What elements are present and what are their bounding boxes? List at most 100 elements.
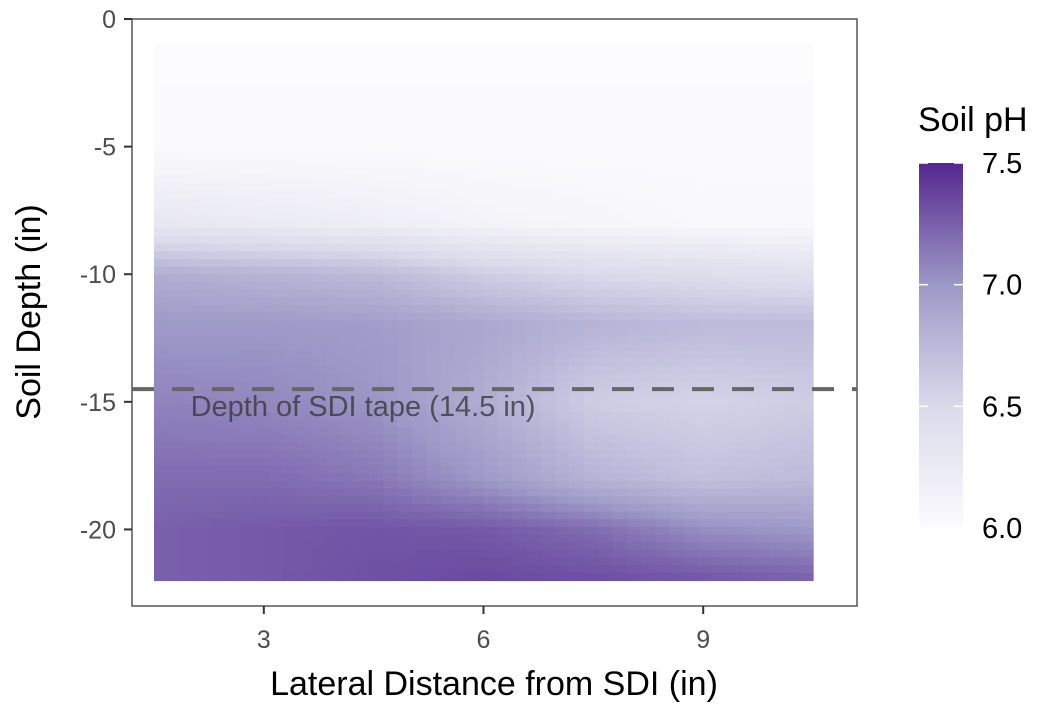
heatmap-cell bbox=[569, 98, 585, 107]
heatmap-cell bbox=[196, 488, 212, 497]
heatmap-cell bbox=[497, 389, 513, 398]
heatmap-cell bbox=[612, 228, 628, 237]
heatmap-cell bbox=[411, 243, 427, 252]
heatmap-cell bbox=[383, 121, 399, 130]
heatmap-cell bbox=[254, 258, 270, 268]
heatmap-cell bbox=[153, 381, 169, 390]
heatmap-cell bbox=[196, 312, 212, 321]
heatmap-cell bbox=[311, 67, 327, 76]
heatmap-cell bbox=[168, 496, 184, 505]
heatmap-cell bbox=[569, 572, 585, 582]
heatmap-cell bbox=[669, 274, 685, 283]
heatmap-cell bbox=[469, 320, 485, 329]
heatmap-cell bbox=[440, 503, 456, 513]
heatmap-cell bbox=[354, 389, 370, 398]
heatmap-cell bbox=[655, 205, 671, 214]
heatmap-cell bbox=[698, 220, 714, 229]
heatmap-cell bbox=[211, 212, 227, 222]
heatmap-cell bbox=[440, 419, 456, 428]
heatmap-cell bbox=[168, 358, 184, 367]
heatmap-cell bbox=[483, 90, 499, 99]
heatmap-cell bbox=[727, 297, 743, 306]
heatmap-cell bbox=[368, 358, 384, 367]
heatmap-cell bbox=[741, 182, 757, 191]
heatmap-cell bbox=[598, 373, 614, 383]
heatmap-cell bbox=[268, 465, 284, 474]
heatmap-cell bbox=[411, 488, 427, 497]
heatmap-cell bbox=[755, 258, 771, 268]
heatmap-cell bbox=[311, 312, 327, 321]
heatmap-cell bbox=[569, 450, 585, 459]
heatmap-cell bbox=[669, 289, 685, 298]
heatmap-cell bbox=[669, 128, 685, 137]
heatmap-cell bbox=[741, 389, 757, 398]
heatmap-cell bbox=[555, 488, 571, 497]
heatmap-cell bbox=[755, 435, 771, 444]
heatmap-cell bbox=[669, 59, 685, 69]
heatmap-cell bbox=[469, 511, 485, 520]
heatmap-cell bbox=[483, 274, 499, 283]
heatmap-cell bbox=[526, 503, 542, 513]
heatmap-cell bbox=[712, 289, 728, 298]
heatmap-cell bbox=[698, 412, 714, 421]
heatmap-cell bbox=[569, 174, 585, 183]
heatmap-cell bbox=[168, 128, 184, 137]
heatmap-cell bbox=[770, 350, 786, 360]
heatmap-cell bbox=[225, 212, 241, 222]
heatmap-cell bbox=[770, 266, 786, 275]
legend-title: Soil pH bbox=[918, 101, 1028, 139]
heatmap-cell bbox=[712, 358, 728, 367]
heatmap-cell bbox=[383, 266, 399, 275]
heatmap-cell bbox=[612, 320, 628, 329]
heatmap-cell bbox=[440, 465, 456, 474]
heatmap-cell bbox=[340, 572, 356, 582]
heatmap-cell bbox=[397, 228, 413, 237]
heatmap-cell bbox=[626, 75, 642, 84]
heatmap-cell bbox=[526, 304, 542, 314]
heatmap-cell bbox=[153, 496, 169, 505]
heatmap-cell bbox=[540, 190, 556, 199]
heatmap-cell bbox=[469, 404, 485, 413]
heatmap-cell bbox=[641, 427, 657, 436]
heatmap-cell bbox=[311, 480, 327, 490]
heatmap-cell bbox=[368, 312, 384, 321]
heatmap-cell bbox=[225, 304, 241, 314]
heatmap-cell bbox=[254, 205, 270, 214]
heatmap-cell bbox=[626, 534, 642, 543]
heatmap-cell bbox=[641, 381, 657, 390]
heatmap-cell bbox=[411, 412, 427, 421]
heatmap-cell bbox=[798, 549, 814, 559]
heatmap-cell bbox=[798, 542, 814, 551]
heatmap-cell bbox=[340, 304, 356, 314]
heatmap-cell bbox=[282, 98, 298, 107]
heatmap-cell bbox=[354, 90, 370, 99]
heatmap-cell bbox=[383, 526, 399, 536]
heatmap-cell bbox=[684, 557, 700, 566]
heatmap-cell bbox=[598, 335, 614, 344]
heatmap-cell bbox=[598, 243, 614, 252]
heatmap-cell bbox=[669, 442, 685, 451]
heatmap-cell bbox=[684, 197, 700, 206]
heatmap-cell bbox=[454, 320, 470, 329]
heatmap-cell bbox=[526, 496, 542, 505]
heatmap-cell bbox=[784, 136, 800, 145]
heatmap-cell bbox=[770, 312, 786, 321]
heatmap-cell bbox=[569, 473, 585, 482]
heatmap-cell bbox=[383, 167, 399, 176]
heatmap-cell bbox=[727, 396, 743, 405]
heatmap-cell bbox=[153, 174, 169, 183]
heatmap-cell bbox=[755, 52, 771, 61]
heatmap-cell bbox=[612, 534, 628, 543]
heatmap-cell bbox=[454, 435, 470, 444]
heatmap-cell bbox=[598, 526, 614, 536]
heatmap-cell bbox=[555, 67, 571, 76]
heatmap-cell bbox=[225, 182, 241, 191]
heatmap-cell bbox=[583, 549, 599, 559]
heatmap-cell bbox=[225, 343, 241, 352]
heatmap-cell bbox=[440, 220, 456, 229]
heatmap-cell bbox=[526, 44, 542, 53]
heatmap-cell bbox=[684, 82, 700, 92]
heatmap-cell bbox=[755, 113, 771, 122]
heatmap-cell bbox=[755, 358, 771, 367]
heatmap-cell bbox=[497, 312, 513, 321]
